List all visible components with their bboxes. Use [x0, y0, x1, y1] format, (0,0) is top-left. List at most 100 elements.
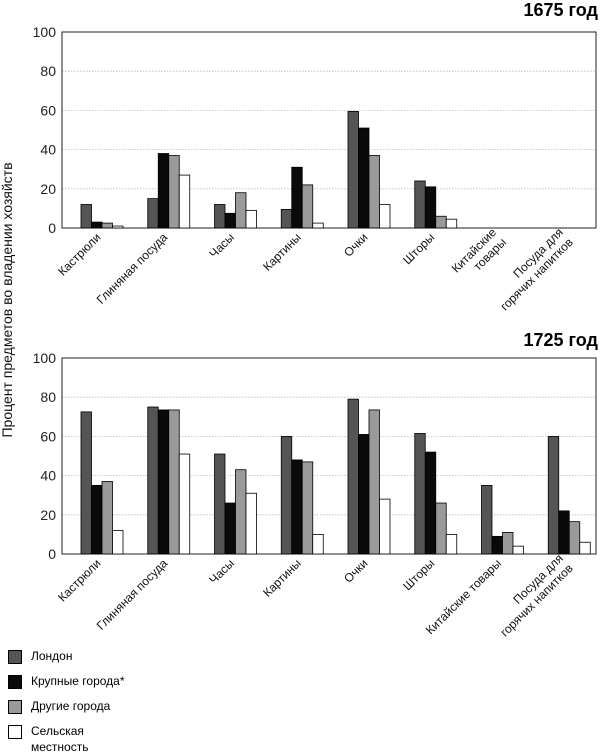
x-tick-label: Кастрюли — [55, 556, 103, 604]
y-axis-label: Процент предметов во владении хозяйств — [0, 162, 15, 437]
y-tick-label: 20 — [40, 181, 56, 197]
bar — [80, 204, 92, 229]
legend-swatch — [8, 700, 22, 714]
bar — [568, 521, 581, 555]
x-tick-label: Часы — [206, 556, 237, 587]
bar — [368, 409, 380, 555]
legend-label: Крупные города* — [31, 674, 125, 688]
bar — [235, 192, 247, 229]
legend-item-other-towns: Другие города — [8, 698, 308, 723]
bar — [245, 209, 257, 229]
bar — [558, 510, 570, 555]
x-tick-label: Картины — [260, 230, 304, 274]
bar — [414, 433, 426, 555]
bar — [379, 204, 391, 229]
legend-item-big-cities: Крупные города* — [8, 673, 308, 698]
chart-title: 1675 год — [524, 0, 599, 20]
bar — [80, 411, 92, 555]
bar — [579, 541, 591, 555]
y-tick-label: 100 — [33, 350, 57, 366]
bar — [214, 204, 226, 229]
bar — [280, 435, 293, 555]
bar — [347, 110, 359, 229]
chart-title: 1725 год — [524, 330, 599, 350]
bar — [291, 166, 303, 229]
legend-swatch — [8, 725, 22, 739]
legend-label: Сельская местность — [31, 724, 89, 754]
y-tick-label: 80 — [40, 389, 56, 405]
bar — [414, 180, 426, 229]
bar — [491, 535, 503, 555]
y-tick-label: 40 — [40, 468, 56, 484]
bar — [379, 498, 391, 555]
bar — [435, 502, 447, 555]
bar — [157, 153, 170, 229]
bar — [147, 406, 159, 555]
bar — [481, 484, 493, 555]
bar — [235, 469, 247, 555]
bar — [424, 451, 437, 555]
bar — [112, 225, 124, 229]
x-tick-label: Часы — [206, 230, 237, 261]
legend-item-countryside: Сельская местность — [8, 723, 308, 754]
bar — [291, 459, 303, 555]
bar — [101, 481, 113, 555]
bar — [178, 174, 191, 229]
y-tick-label: 80 — [40, 63, 56, 79]
bar — [224, 502, 236, 555]
bar — [312, 534, 324, 555]
bar — [245, 492, 257, 555]
x-tick-label: Глиняная посуда — [94, 556, 171, 633]
bar — [168, 409, 180, 555]
legend-item-london: Лондон — [8, 648, 308, 673]
bar — [91, 484, 103, 555]
bar — [301, 461, 314, 555]
bar — [445, 218, 458, 229]
y-tick-label: 60 — [40, 428, 56, 444]
y-tick-label: 60 — [40, 102, 56, 118]
x-tick-label: Шторы — [400, 230, 437, 267]
bar — [424, 186, 437, 229]
bar — [224, 212, 236, 229]
y-tick-label: 0 — [48, 546, 56, 562]
bar — [147, 198, 159, 229]
bar — [547, 435, 560, 555]
bar — [280, 208, 293, 229]
legend-swatch — [8, 675, 22, 689]
x-tick-label: Глиняная посуда — [94, 230, 171, 307]
bar — [512, 545, 524, 555]
bar — [214, 453, 226, 555]
y-tick-label: 0 — [48, 220, 56, 236]
bar — [312, 222, 324, 229]
legend-label: Лондон — [31, 649, 73, 663]
x-tick-label: Очки — [341, 556, 370, 585]
x-tick-label: Китайские товары — [423, 556, 504, 637]
bar — [112, 530, 124, 555]
bar — [168, 155, 180, 229]
legend-swatch — [8, 650, 22, 664]
x-tick-label: Китайскиетовары — [449, 225, 509, 285]
bar — [358, 127, 370, 229]
bar — [91, 221, 103, 229]
y-tick-label: 100 — [33, 24, 57, 40]
plot-frame — [61, 31, 597, 229]
bar — [178, 453, 191, 555]
bar — [435, 215, 447, 229]
bar — [101, 222, 113, 229]
plot-frame — [61, 357, 597, 555]
bar — [301, 184, 314, 229]
y-tick-label: 20 — [40, 507, 56, 523]
legend-label: Другие города — [31, 699, 111, 713]
legend: Лондон Крупные города* Другие города Сел… — [8, 648, 308, 754]
y-tick-label: 40 — [40, 142, 56, 158]
x-tick-label: Кастрюли — [55, 230, 103, 278]
bar — [358, 434, 370, 555]
x-tick-label: Картины — [260, 556, 304, 600]
bar — [502, 532, 514, 555]
x-tick-label: Шторы — [400, 556, 437, 593]
bar — [347, 398, 359, 555]
bar — [368, 155, 380, 229]
